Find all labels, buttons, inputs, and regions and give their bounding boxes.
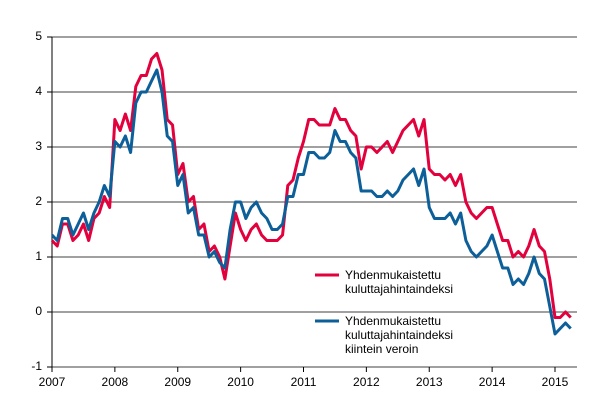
y-tick-label: 4 xyxy=(35,84,42,98)
x-tick-label: 2014 xyxy=(479,375,506,389)
y-tick-label: 5 xyxy=(35,29,42,43)
series-line xyxy=(50,52,572,319)
y-tick-label: -1 xyxy=(31,359,42,373)
x-tick-label: 2012 xyxy=(353,375,380,389)
x-tick-label: 2008 xyxy=(102,375,129,389)
x-tick-label: 2013 xyxy=(416,375,443,389)
y-tick-label: 1 xyxy=(35,249,42,263)
x-tick-label: 2007 xyxy=(39,375,66,389)
y-tick-label: 3 xyxy=(35,139,42,153)
x-tick-label: 2009 xyxy=(164,375,191,389)
series-line xyxy=(50,68,572,336)
x-tick-label: 2010 xyxy=(227,375,254,389)
y-tick-label: 2 xyxy=(35,194,42,208)
x-tick-label: 2011 xyxy=(291,375,317,389)
legend-label: Yhdenmukaistettu kuluttajahintaindeksi xyxy=(345,268,454,296)
x-tick-label: 2015 xyxy=(542,375,569,389)
legend-label: Yhdenmukaistettu kuluttajahintaindeksi k… xyxy=(345,314,454,356)
y-tick-label: 0 xyxy=(35,304,42,318)
